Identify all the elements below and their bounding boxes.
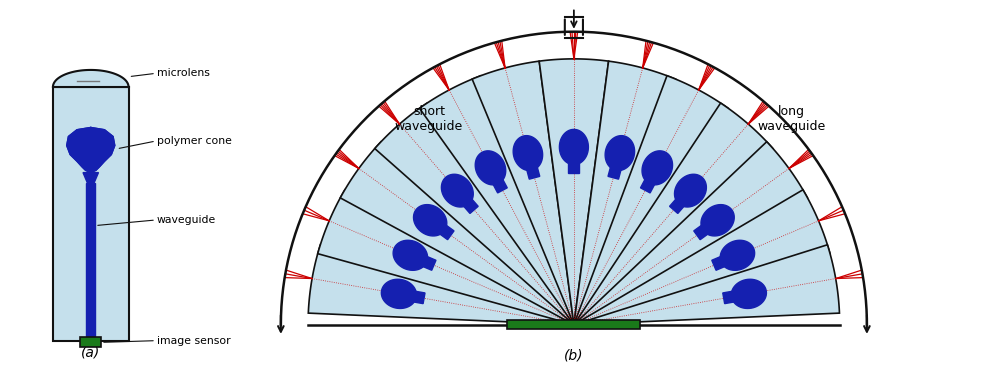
Polygon shape [53, 70, 129, 87]
Polygon shape [441, 174, 473, 207]
Text: waveguide: waveguide [157, 215, 216, 225]
Bar [53, 87, 129, 341]
Text: (b): (b) [564, 349, 584, 363]
Polygon shape [694, 221, 713, 240]
Text: microlens: microlens [157, 68, 210, 78]
Bar [80, 337, 101, 347]
Bar [507, 320, 641, 329]
Polygon shape [416, 254, 436, 270]
Polygon shape [559, 129, 589, 165]
Polygon shape [641, 173, 658, 193]
Polygon shape [67, 127, 115, 173]
Polygon shape [608, 160, 623, 179]
Polygon shape [712, 254, 732, 270]
Polygon shape [720, 240, 754, 270]
Polygon shape [574, 245, 840, 325]
Polygon shape [382, 279, 417, 308]
Polygon shape [318, 190, 574, 325]
Polygon shape [701, 205, 734, 236]
Polygon shape [393, 240, 428, 270]
Polygon shape [375, 103, 574, 325]
Text: short
waveguide: short waveguide [394, 105, 463, 133]
Polygon shape [723, 290, 741, 304]
Text: (a): (a) [81, 346, 100, 360]
Polygon shape [513, 136, 542, 171]
Polygon shape [568, 156, 580, 173]
Polygon shape [675, 174, 706, 207]
Polygon shape [83, 173, 98, 183]
Text: long
waveguide: long waveguide [757, 105, 826, 133]
Polygon shape [540, 59, 608, 325]
Polygon shape [574, 61, 676, 325]
Polygon shape [420, 76, 574, 325]
Polygon shape [459, 194, 478, 214]
Polygon shape [670, 194, 689, 214]
Polygon shape [574, 103, 773, 325]
Polygon shape [731, 279, 766, 308]
Polygon shape [475, 151, 506, 185]
Polygon shape [642, 151, 673, 185]
Polygon shape [340, 142, 574, 325]
Polygon shape [414, 205, 446, 236]
Polygon shape [525, 160, 540, 179]
Polygon shape [574, 76, 728, 325]
Polygon shape [574, 142, 807, 325]
Polygon shape [86, 183, 95, 336]
Polygon shape [490, 173, 507, 193]
Polygon shape [308, 245, 574, 325]
Polygon shape [407, 290, 425, 304]
Polygon shape [435, 221, 454, 240]
Polygon shape [605, 136, 635, 171]
Polygon shape [472, 61, 574, 325]
Text: polymer cone: polymer cone [157, 136, 232, 146]
Text: image sensor: image sensor [157, 336, 231, 346]
Polygon shape [87, 327, 94, 336]
Polygon shape [574, 190, 830, 325]
